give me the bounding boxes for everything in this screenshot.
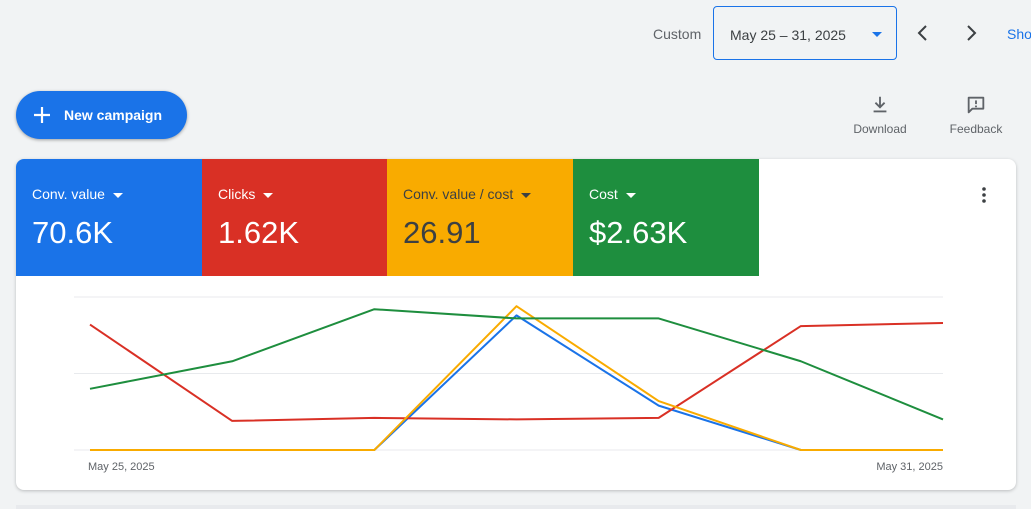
download-button[interactable]: Download <box>845 94 915 136</box>
metric-card-conv-value-per-cost[interactable]: Conv. value / cost 26.91 <box>387 159 573 276</box>
metric-label: Cost <box>589 186 636 202</box>
new-campaign-label: New campaign <box>64 107 163 123</box>
feedback-button[interactable]: Feedback <box>941 94 1011 136</box>
show-link[interactable]: Sho <box>1007 26 1031 42</box>
download-label: Download <box>853 122 907 136</box>
next-card-edge <box>16 505 1016 509</box>
download-icon <box>873 96 887 113</box>
new-campaign-button[interactable]: New campaign <box>16 91 187 139</box>
chart-series-line-1[interactable] <box>89 322 944 422</box>
metric-card-clicks[interactable]: Clicks 1.62K <box>202 159 388 276</box>
metric-value: 1.62K <box>218 215 300 250</box>
performance-line-chart: May 25, 2025 May 31, 2025 <box>74 296 944 473</box>
dropdown-caret-icon <box>112 192 123 198</box>
dropdown-caret-icon <box>872 32 882 37</box>
date-toolbar: Custom May 25 – 31, 2025 Sho <box>0 0 1031 70</box>
date-range-value: May 25 – 31, 2025 <box>730 27 846 43</box>
metric-card-conv-value[interactable]: Conv. value 70.6K <box>16 159 202 276</box>
performance-card: Conv. value 70.6K Clicks 1.62K Conv. val… <box>16 159 1016 490</box>
chart-series-line-2[interactable] <box>90 305 943 451</box>
dropdown-caret-icon <box>263 192 274 198</box>
next-period-button[interactable] <box>959 21 983 45</box>
metric-value: 70.6K <box>32 215 114 250</box>
chevron-left-icon <box>917 25 927 41</box>
chart-series-line-3[interactable] <box>89 308 944 421</box>
plus-icon <box>34 107 50 123</box>
metric-value: 26.91 <box>403 215 481 250</box>
chart-x-tick-label: May 31, 2025 <box>876 461 943 473</box>
date-range-type-label: Custom <box>653 26 702 42</box>
previous-period-button[interactable] <box>911 21 935 45</box>
metric-card-cost[interactable]: Cost $2.63K <box>573 159 759 276</box>
chevron-right-icon <box>967 25 977 41</box>
feedback-label: Feedback <box>949 122 1003 136</box>
dropdown-caret-icon <box>625 192 636 198</box>
dropdown-caret-icon <box>521 192 532 198</box>
feedback-icon <box>967 96 985 114</box>
metric-label: Conv. value / cost <box>403 186 532 202</box>
metric-label: Clicks <box>218 186 274 202</box>
metric-label: Conv. value <box>32 186 123 202</box>
date-range-selector[interactable]: May 25 – 31, 2025 <box>713 6 897 60</box>
chart-x-tick-label: May 25, 2025 <box>88 461 155 473</box>
metric-value: $2.63K <box>589 215 688 250</box>
chart-series-line-0[interactable] <box>90 314 943 451</box>
more-options-icon[interactable] <box>974 185 994 205</box>
